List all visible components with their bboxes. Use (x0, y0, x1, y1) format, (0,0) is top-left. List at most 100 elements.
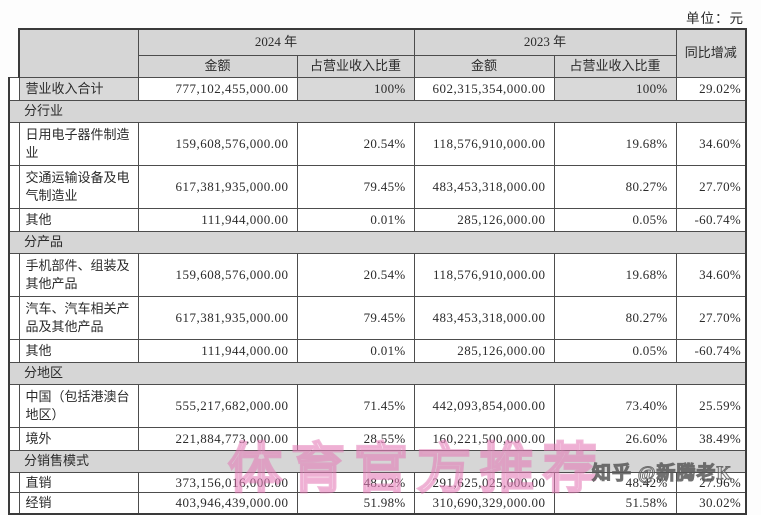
header-ratio-2024: 占营业收入比重 (296, 54, 415, 78)
gutter-cell (8, 471, 20, 494)
revenue-table: 2024 年 2023 年 同比增减 金额 占营业收入比重 金额 占营业收入比重… (7, 28, 748, 515)
gutter-cell (8, 121, 20, 166)
header-category-cell (18, 28, 139, 78)
row-label: 直销 (18, 471, 139, 494)
amount-2024-cell: 555,217,682,000.00 (137, 383, 298, 428)
gutter-header-cell (9, 29, 20, 77)
ratio-2024-cell: 20.54% (296, 252, 415, 297)
amount-2024-cell: 111,944,000.00 (137, 338, 298, 363)
section-row: 分产品 (7, 230, 748, 254)
gutter-cell (8, 252, 20, 297)
amount-2024-cell: 159,608,576,000.00 (137, 252, 298, 297)
row-label: 其他 (18, 207, 139, 232)
row-label: 交通运输设备及电气制造业 (18, 164, 139, 209)
ratio-2024-cell: 0.01% (296, 207, 415, 232)
gutter-cell (8, 383, 20, 428)
section-label: 分地区 (7, 361, 748, 385)
section-label: 分销售模式 (7, 449, 748, 473)
ratio-2023-cell: 51.58% (553, 492, 677, 515)
ratio-2023-cell: 73.40% (553, 383, 677, 428)
table-row: 直销 373,156,016,000.00 48.02% 291,625,025,00… (8, 471, 748, 494)
yoy-cell: 29.02% (675, 76, 748, 101)
ratio-2023-cell: 100% (553, 76, 677, 101)
gutter-cell (8, 295, 20, 340)
amount-2024-cell: 403,946,439,000.00 (137, 492, 298, 515)
header-amount-2024: 金额 (137, 54, 298, 78)
yoy-cell: 30.02% (675, 492, 748, 515)
ratio-2023-cell: 19.68% (553, 121, 677, 166)
row-label: 经销 (18, 492, 139, 515)
amount-2023-cell: 291,625,025,000.00 (413, 471, 555, 494)
table-row: 经销 403,946,439,000.00 51.98% 310,690,329,00… (8, 492, 748, 515)
ratio-2024-cell: 51.98% (296, 492, 415, 515)
gutter-cell (8, 426, 20, 451)
ratio-2024-cell: 28.55% (296, 426, 415, 451)
yoy-cell: 38.49% (675, 426, 748, 451)
table-row: 汽车、汽车相关产品及其他产品 617,381,935,000.00 79.45% 48… (8, 295, 748, 340)
amount-2024-cell: 617,381,935,000.00 (137, 164, 298, 209)
section-row: 分销售模式 (7, 449, 748, 473)
yoy-cell: 27.70% (675, 295, 748, 340)
ratio-2023-cell: 0.05% (553, 207, 677, 232)
header-year-2024: 2024 年 (137, 28, 415, 56)
row-label: 中国（包括港澳台地区） (18, 383, 139, 428)
table-row: 手机部件、组装及其他产品 159,608,576,000.00 20.54% 118,… (8, 252, 748, 297)
ratio-2023-cell: 0.05% (553, 338, 677, 363)
ratio-2023-cell: 80.27% (553, 295, 677, 340)
ratio-2024-cell: 79.45% (296, 295, 415, 340)
row-label: 其他 (18, 338, 139, 363)
section-label: 分产品 (7, 230, 748, 254)
amount-2023-cell: 160,221,500,000.00 (413, 426, 555, 451)
ratio-2023-cell: 19.68% (553, 252, 677, 297)
header-year-2023: 2023 年 (413, 28, 677, 56)
amount-2023-cell: 310,690,329,000.00 (413, 492, 555, 515)
table-row: 营业收入合计 777,102,455,000.00 100% 602,315,354,… (8, 76, 748, 101)
ratio-2023-cell: 26.60% (553, 426, 677, 451)
yoy-cell: 27.96% (675, 471, 748, 494)
ratio-2024-cell: 79.45% (296, 164, 415, 209)
amount-2024-cell: 221,884,773,000.00 (137, 426, 298, 451)
ratio-2024-cell: 48.02% (296, 471, 415, 494)
table-row: 交通运输设备及电气制造业 617,381,935,000.00 79.45% 483,… (8, 164, 748, 209)
amount-2024-cell: 777,102,455,000.00 (137, 76, 298, 101)
table-header: 2024 年 2023 年 同比增减 金额 占营业收入比重 金额 占营业收入比重 (9, 28, 748, 78)
gutter-cell (8, 207, 20, 232)
table-row: 其他 111,944,000.00 0.01% 285,126,000.00 0.05%… (8, 207, 748, 232)
table-body: 营业收入合计 777,102,455,000.00 100% 602,315,354,… (7, 76, 748, 515)
amount-2024-cell: 617,381,935,000.00 (137, 295, 298, 340)
section-row: 分地区 (7, 361, 748, 385)
row-label: 境外 (18, 426, 139, 451)
amount-2023-cell: 483,453,318,000.00 (413, 164, 555, 209)
amount-2023-cell: 285,126,000.00 (413, 207, 555, 232)
row-label: 营业收入合计 (18, 76, 139, 101)
amount-2023-cell: 118,576,910,000.00 (413, 121, 555, 166)
row-label: 手机部件、组装及其他产品 (18, 252, 139, 297)
ratio-2024-cell: 71.45% (296, 383, 415, 428)
header-ratio-2023: 占营业收入比重 (553, 54, 677, 78)
gutter-cell (8, 492, 20, 515)
amount-2023-cell: 602,315,354,000.00 (413, 76, 555, 101)
amount-2024-cell: 111,944,000.00 (137, 207, 298, 232)
page: { "meta": { "unit_label": "单位：元" }, "tab… (7, 11, 748, 515)
amount-2023-cell: 285,126,000.00 (413, 338, 555, 363)
table-row: 中国（包括港澳台地区） 555,217,682,000.00 71.45% 442,0… (8, 383, 748, 428)
ratio-2024-cell: 20.54% (296, 121, 415, 166)
row-label: 汽车、汽车相关产品及其他产品 (18, 295, 139, 340)
yoy-cell: -60.74% (675, 338, 748, 363)
ratio-2024-cell: 0.01% (296, 338, 415, 363)
section-row: 分行业 (7, 99, 748, 123)
table-row: 其他 111,944,000.00 0.01% 285,126,000.00 0.05%… (8, 338, 748, 363)
yoy-cell: 34.60% (675, 252, 748, 297)
gutter-cell (8, 164, 20, 209)
gutter-cell (8, 76, 20, 101)
yoy-cell: 34.60% (675, 121, 748, 166)
section-label: 分行业 (7, 99, 748, 123)
unit-label: 单位：元 (686, 11, 744, 26)
ratio-2024-cell: 100% (296, 76, 415, 101)
amount-2023-cell: 118,576,910,000.00 (413, 252, 555, 297)
amount-2024-cell: 373,156,016,000.00 (137, 471, 298, 494)
table-row: 日用电子器件制造业 159,608,576,000.00 20.54% 118,576… (8, 121, 748, 166)
ratio-2023-cell: 48.42% (553, 471, 677, 494)
row-label: 日用电子器件制造业 (18, 121, 139, 166)
yoy-cell: -60.74% (675, 207, 748, 232)
